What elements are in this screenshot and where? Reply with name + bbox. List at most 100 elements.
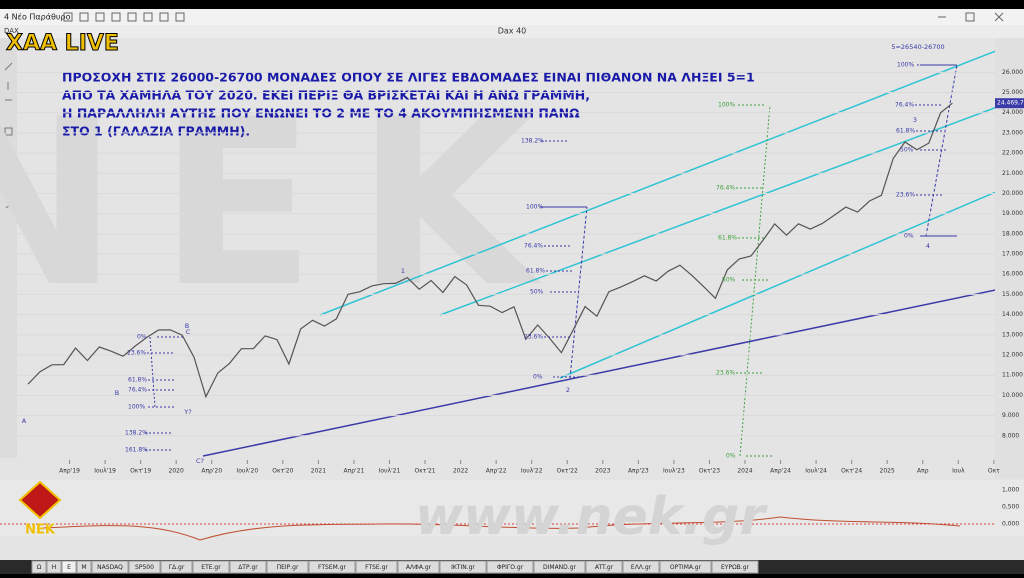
x-tick-label: Ιουλ'22 (521, 468, 543, 475)
tab-label: FTSE.gr (365, 564, 388, 571)
y-tick-label: 26.000 (1002, 69, 1023, 76)
x-tick-label: Ιουλ'19 (94, 468, 116, 475)
tab[interactable] (128, 560, 161, 574)
x-tick-label: Οκτ'24 (841, 468, 862, 475)
x-tick-label: Απρ'19 (59, 468, 80, 475)
fib-label: 0% (904, 233, 914, 240)
tab-label: ΙΚΤΙΝ.gr (451, 564, 475, 571)
y-tick-label: 15.000 (1002, 291, 1023, 298)
x-tick-label: Απρ (917, 468, 929, 475)
tab-label: NASDAQ (97, 564, 123, 571)
fib-label: 61.8% (718, 235, 737, 242)
tab-label: ΑΛΦΑ.gr (406, 564, 432, 571)
x-tick-label: Ιουλ (952, 468, 965, 475)
tab[interactable] (61, 560, 77, 574)
window-title: 4 Νέο Παράθυρο (4, 12, 71, 22)
price-tag-bg (995, 98, 1024, 109)
price-line (27, 102, 953, 399)
x-tick-label: Οκτ'19 (130, 468, 151, 475)
tab-label: SP500 (135, 564, 154, 571)
tab[interactable] (91, 560, 129, 574)
fib-label: 0% (533, 374, 543, 381)
chart-area (0, 25, 1024, 560)
tab-label: ETE.gr (201, 564, 221, 571)
wave-label: 3 (913, 116, 917, 124)
y-tick-label: 20.000 (1002, 190, 1023, 197)
indicator-line (39, 516, 961, 541)
tab[interactable] (533, 560, 586, 574)
fib-label: 61.8% (128, 377, 147, 384)
tab[interactable] (229, 560, 267, 574)
fib-label: 138.2% (125, 430, 148, 437)
tab[interactable] (266, 560, 309, 574)
y-tick-label: 24.000 (1002, 109, 1023, 116)
tab[interactable] (659, 560, 712, 574)
tab[interactable] (31, 560, 47, 574)
fib-label: 23.6% (127, 350, 146, 357)
x-tick-label: Οκτ (988, 468, 1000, 475)
wave-label: B (115, 389, 119, 397)
tab-label: ΦΡΙΓΟ.gr (497, 564, 524, 571)
y-tick-label: 9.000 (1002, 412, 1019, 419)
tab[interactable] (355, 560, 398, 574)
x-tick-label: Οκτ'22 (557, 468, 578, 475)
fib-label: 161.8% (125, 447, 148, 454)
y-tick-label: 12.000 (1002, 352, 1023, 359)
toolbar-icons (63, 12, 1004, 22)
tab[interactable] (160, 560, 193, 574)
tab-label: ΔΤΡ.gr (238, 564, 258, 571)
tab[interactable] (486, 560, 534, 574)
wave-label: C? (196, 457, 204, 465)
price-axis (995, 38, 1024, 478)
symbol: DAX (4, 27, 19, 35)
fib-label: 138.2% (521, 138, 544, 145)
wave-label: 1 (401, 267, 405, 275)
y-tick-label: 16.000 (1002, 271, 1023, 278)
fib-label: 61.8% (526, 268, 545, 275)
y-tick-label: 14.000 (1002, 311, 1023, 318)
indicator-tick: 0,500 (1002, 504, 1019, 511)
wave-label: Y? (183, 408, 191, 416)
tab[interactable] (192, 560, 230, 574)
brand: ΝΕΚ (25, 523, 56, 538)
y-tick-label: 23.000 (1002, 129, 1023, 136)
fib-label: 23.6% (524, 334, 543, 341)
y-tick-label: 18.000 (1002, 230, 1023, 237)
wave-label: 2 (566, 386, 570, 394)
y-tick-label: 8.000 (1002, 432, 1019, 439)
tab[interactable] (46, 560, 62, 574)
annotation-line: ΠΡΟΣΟΧΗ ΣΤΙΣ 26000-26700 ΜΟΝΑΔΕΣ ΟΠΟΥ ΣΕ… (62, 70, 755, 85)
site-watermark: www.nek.gr (415, 487, 768, 547)
tab[interactable] (308, 560, 356, 574)
wave-label: 4 (926, 242, 930, 250)
x-tick-label: 2024 (737, 468, 752, 475)
indicator-tick: 1,000 (1002, 487, 1019, 494)
x-tick-label: 2023 (595, 468, 610, 475)
y-tick-label: 11.000 (1002, 372, 1023, 379)
tab[interactable] (439, 560, 487, 574)
annotation-line: ΣΤΟ 1 (ΓΑΛΑΖΙΑ ΓΡΑΜΜΗ). (62, 124, 250, 139)
indicator-panel (0, 480, 1024, 536)
tab[interactable] (711, 560, 759, 574)
fib-label: 50% (530, 289, 544, 296)
x-tick-label: 2021 (311, 468, 326, 475)
tab[interactable] (76, 560, 92, 574)
fib-label: 100% (526, 204, 543, 211)
drawing-tools[interactable] (0, 38, 17, 458)
x-tick-label: Οκτ'20 (272, 468, 293, 475)
fib-label: 100% (128, 404, 145, 411)
x-tick-label: 2025 (880, 468, 895, 475)
wave-label: B (185, 322, 189, 330)
brand-emblem (18, 480, 62, 520)
tab[interactable] (622, 560, 660, 574)
tab-label: E (67, 564, 71, 571)
fib-label: 23.6% (896, 192, 915, 199)
fib-label: 0% (726, 453, 736, 460)
tab[interactable] (397, 560, 440, 574)
chart-header (0, 25, 1024, 38)
fib-label: 50% (722, 277, 736, 284)
tab-list: Ω H E M NASDAQ SP500 ΓΔ.gr ETE.gr ΔΤΡ.gr ΠΕΙΡ.gr F… (31, 560, 759, 574)
tab[interactable] (585, 560, 623, 574)
title-bar (0, 9, 1024, 25)
